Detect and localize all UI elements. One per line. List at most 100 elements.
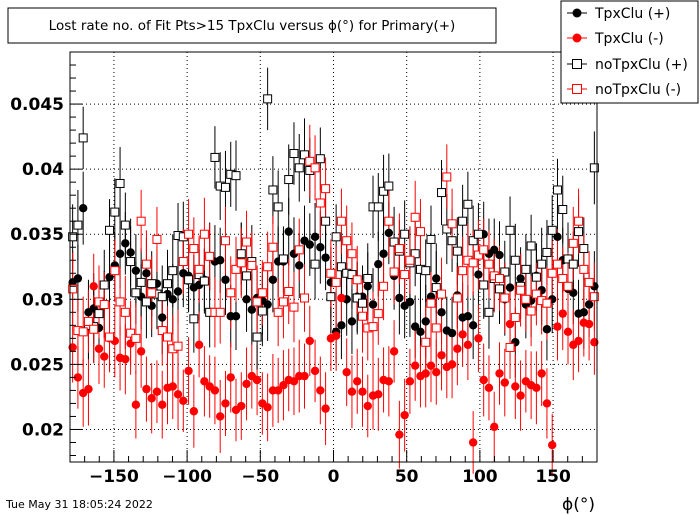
series-1-point [215, 412, 225, 421]
legend-label-notpxclu-minus: noTpxClu (-) [595, 82, 681, 98]
series-1-point [173, 390, 183, 399]
series-3-point [368, 322, 378, 332]
series-1-point [184, 366, 193, 376]
x-tick-label: −50 [241, 467, 279, 487]
series-3-point [173, 341, 183, 351]
legend-label-notpxclu-plus: noTpxClu (+) [595, 57, 688, 73]
series-1-point [574, 336, 583, 346]
series-2-point [347, 270, 357, 280]
series-3-point [89, 324, 99, 334]
series-0-point [490, 245, 499, 255]
series-2-point [136, 277, 146, 287]
series-1-point [405, 377, 415, 386]
series-2-point [484, 307, 494, 317]
series-0-point [379, 249, 388, 258]
series-2-point [384, 181, 394, 191]
series-2-point [210, 152, 220, 162]
series-3-point [326, 268, 336, 278]
series-1-point [384, 377, 394, 386]
series-0-point [337, 321, 346, 330]
series-1-point [189, 407, 199, 416]
series-2-point [426, 234, 436, 244]
legend: TpxClu (+) TpxClu (-) noTpxClu (+) noTpx… [560, 0, 699, 104]
series-2-point [373, 202, 383, 212]
series-2-point [473, 229, 483, 239]
series-0-point [221, 275, 230, 284]
y-tick-label: 0.04 [22, 160, 64, 180]
chart-title: Lost rate no. of Fit Pts>15 TpxClu versu… [49, 18, 456, 34]
series-1-point [474, 334, 483, 343]
series-1-point [337, 293, 346, 303]
series-2-point [431, 283, 441, 293]
series-0-point [395, 293, 404, 303]
series-1-point [252, 375, 262, 385]
series-3-point [410, 212, 420, 222]
series-1-point [353, 377, 362, 386]
series-1-point [495, 369, 504, 378]
axis-ticks [69, 64, 598, 462]
series-3-point [220, 236, 230, 246]
footer-timestamp: Tue May 31 18:05:24 2022 [5, 498, 153, 511]
series-0-point [437, 308, 446, 317]
series-1-point [463, 340, 473, 350]
series-3-point [379, 281, 389, 291]
series-2-point [563, 254, 573, 264]
series-3-point [147, 288, 157, 298]
series-1-point [548, 440, 557, 450]
series-3-point [120, 307, 130, 317]
series-3-point [373, 309, 383, 319]
series-1-point [310, 366, 320, 376]
series-2-point [452, 246, 462, 256]
series-1-point [226, 373, 235, 382]
series-2-point [558, 204, 568, 214]
series-0-point [78, 203, 88, 213]
series-0-point [305, 240, 314, 249]
series-3-point [484, 259, 494, 269]
series-1-point [94, 344, 104, 353]
series-0-point [347, 317, 357, 326]
series-3-point [231, 264, 241, 274]
series-3-point [336, 216, 346, 226]
series-2-point [437, 188, 447, 198]
series-1-point [179, 396, 188, 406]
series-1-point [553, 322, 562, 331]
series-0-point [579, 308, 589, 317]
series-1-point [558, 309, 567, 318]
series-3-point [321, 184, 331, 194]
series-1-point [484, 383, 494, 393]
legend-entry-notpxclu-plus: noTpxClu (+) [567, 57, 688, 73]
series-0-point [584, 300, 594, 309]
series-2-point [73, 220, 83, 230]
series-1-point [84, 384, 93, 394]
x-tick-label: 100 [462, 467, 498, 487]
series-3-point [141, 259, 151, 269]
series-2-point [326, 292, 336, 302]
series-1-point [342, 367, 351, 377]
series-0-point [384, 228, 394, 238]
series-2-point [120, 220, 130, 230]
series-1-point [537, 369, 546, 378]
series-1-point [458, 330, 467, 339]
series-1-point [158, 400, 167, 409]
series-2-point [495, 284, 505, 294]
series-3-point [479, 245, 489, 255]
series-1-point [395, 430, 404, 439]
series-2-point [357, 298, 367, 308]
x-tick-label: 50 [395, 467, 419, 487]
series-3-point [152, 234, 162, 244]
series-2-point [500, 267, 510, 277]
series-0-point [215, 256, 225, 265]
series-0-point [474, 270, 483, 279]
series-1-point [89, 282, 98, 291]
series-2-point [268, 185, 278, 195]
x-axis-title: ϕ(°) [562, 495, 595, 514]
legend-entry-tpxclu-plus: TpxClu (+) [567, 6, 670, 22]
series-3-point [500, 293, 510, 303]
series-1-point [468, 438, 478, 447]
series-2-point [99, 280, 109, 290]
y-tick-label: 0.03 [22, 290, 64, 310]
series-2-point [574, 227, 584, 237]
series-3-point [542, 298, 552, 308]
series-3-point [452, 293, 462, 303]
